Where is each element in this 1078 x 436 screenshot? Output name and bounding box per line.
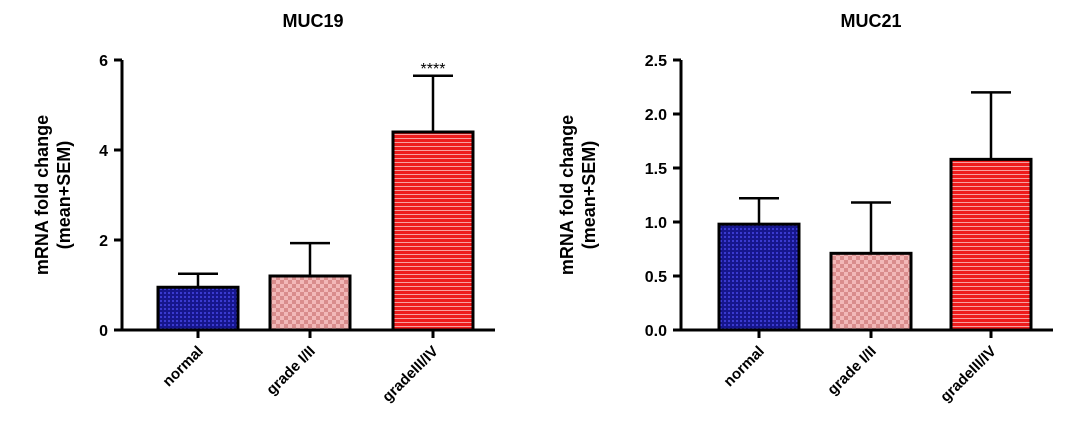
chart-title: MUC19 — [282, 11, 343, 31]
bar-normal — [156, 285, 240, 332]
x-tick-label: grade I/II — [263, 343, 319, 399]
x-tick-label: normal — [720, 343, 767, 390]
chart-panel-muc21: MUC21 mRNA fold change (mean+SEM) 0.0 0.5… — [557, 11, 1053, 406]
y-axis-title-line2: (mean+SEM) — [54, 141, 74, 250]
plot-area: 0.0 0.5 1.0 1.5 2.0 2.5 normal grade I/II gradeI… — [645, 53, 1053, 406]
plot-area: 0 2 4 6 normal grade I/II gradeIII/IV **** — [99, 53, 495, 406]
x-tick-label: grade I/II — [824, 343, 880, 399]
x-tick-label: gradeIII/IV — [379, 343, 442, 406]
y-axis-title-line2: (mean+SEM) — [579, 141, 599, 250]
x-tick-label: gradeIII/IV — [937, 343, 1000, 406]
bar-normal — [717, 222, 801, 332]
y-tick-label: 6 — [99, 53, 108, 70]
y-axis-title-line1: mRNA fold change — [557, 115, 577, 275]
y-tick-label: 0.0 — [645, 323, 667, 340]
y-tick-label: 1.0 — [645, 215, 667, 232]
x-tick-label: normal — [159, 343, 206, 390]
y-tick-label: 2 — [99, 233, 108, 250]
y-tick-label: 0.5 — [645, 269, 667, 286]
bar-grade-i-ii — [829, 251, 913, 332]
y-tick-label: 2.0 — [645, 107, 667, 124]
y-tick-label: 1.5 — [645, 161, 667, 178]
y-tick-label: 2.5 — [645, 53, 667, 70]
bar-gradeiii-iv — [949, 157, 1033, 332]
bar-gradeiii-iv — [391, 130, 475, 332]
y-tick-label: 0 — [99, 323, 108, 340]
significance-label: **** — [421, 61, 446, 78]
y-axis-title-line1: mRNA fold change — [32, 115, 52, 275]
y-tick-label: 4 — [99, 143, 108, 160]
chart-title: MUC21 — [840, 11, 901, 31]
chart-panel-muc19: MUC19 mRNA fold change (mean+SEM) 0 2 4 6 no… — [32, 11, 495, 406]
bar-grade-i-ii — [268, 274, 352, 332]
